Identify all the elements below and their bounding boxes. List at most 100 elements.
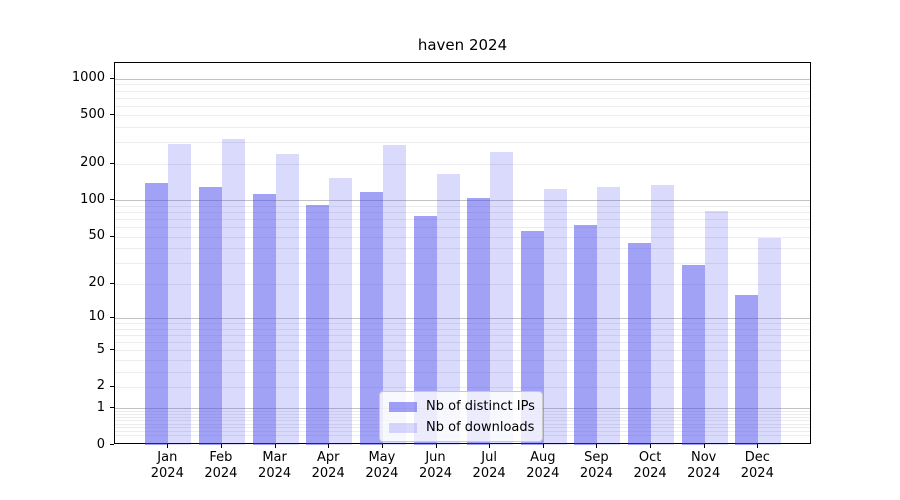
bar-feb-ips (198, 187, 222, 445)
bar-apr-ips (306, 205, 330, 445)
legend-label-distinct-ips: Nb of distinct IPs (426, 399, 535, 414)
bar-sep-downloads (597, 187, 621, 445)
minor-gridline (115, 350, 810, 351)
minor-gridline (115, 115, 810, 117)
x-tick-month: Nov (691, 450, 717, 465)
y-tick-label: 5 (96, 341, 105, 357)
legend-item-downloads: Nb of downloads (389, 420, 535, 435)
y-axis-tick (110, 282, 114, 284)
y-axis-tick (110, 407, 114, 409)
x-tick-year: 2024 (579, 466, 613, 481)
x-tick-month: Apr (316, 450, 340, 465)
x-tick-year: 2024 (472, 466, 506, 481)
y-tick-label: 200 (80, 155, 105, 171)
legend-item-distinct-ips: Nb of distinct IPs (389, 399, 535, 414)
x-tick-year: 2024 (418, 466, 453, 481)
x-tick-month: Jul (481, 450, 497, 465)
minor-gridline (115, 328, 810, 330)
x-tick-month: Mar (262, 450, 287, 465)
x-tick-month: Dec (744, 450, 770, 465)
minor-gridline (115, 236, 810, 238)
legend-label-downloads: Nb of downloads (426, 420, 535, 435)
x-tick-year: 2024 (365, 466, 399, 481)
x-tick-month: May (368, 450, 396, 465)
y-tick-label: 500 (80, 106, 105, 122)
x-tick-label: Oct 2024 (622, 450, 678, 482)
x-tick-year: 2024 (633, 466, 667, 481)
minor-gridline (115, 371, 810, 373)
major-gridline (115, 200, 810, 202)
y-tick-label: 0 (96, 436, 105, 452)
minor-gridline (115, 322, 810, 324)
minor-gridline (115, 105, 810, 107)
x-axis-tick (703, 444, 705, 448)
major-gridline (115, 317, 810, 319)
plot-area (114, 62, 811, 445)
y-tick-label: 2 (96, 378, 105, 394)
bar-may-downloads (382, 145, 406, 445)
x-tick-label: Jun 2024 (408, 450, 464, 482)
y-axis-tick (110, 162, 114, 164)
bar-mar-ips (252, 194, 276, 445)
x-axis-tick (596, 444, 598, 448)
x-tick-year: 2024 (740, 466, 774, 481)
x-tick-label: Mar 2024 (247, 450, 303, 482)
bar-dec-ips (735, 294, 759, 445)
bar-nov-ips (681, 264, 705, 445)
y-axis-tick (110, 77, 114, 79)
bar-nov-downloads (704, 211, 728, 445)
minor-gridline (115, 227, 810, 228)
bar-oct-downloads (651, 185, 675, 445)
bar-jul-ips (467, 198, 491, 445)
bar-apr-downloads (329, 177, 353, 445)
legend-swatch-distinct-ips (389, 401, 417, 412)
minor-gridline (115, 97, 810, 99)
x-tick-year: 2024 (687, 466, 721, 481)
minor-gridline (115, 359, 810, 361)
bar-jan-downloads (168, 144, 192, 445)
x-tick-month: Jan (157, 450, 178, 465)
y-axis-tick (110, 114, 114, 116)
x-tick-year: 2024 (150, 466, 184, 481)
y-axis-tick (110, 385, 114, 387)
x-tick-label: Apr 2024 (300, 450, 356, 482)
x-tick-month: Feb (209, 450, 233, 465)
minor-gridline (115, 248, 810, 250)
x-tick-month: Sep (584, 450, 609, 465)
y-axis-tick (110, 199, 114, 201)
bar-dec-downloads (758, 237, 782, 445)
minor-gridline (115, 205, 810, 207)
x-axis-tick (435, 444, 437, 448)
x-axis-tick (220, 444, 222, 448)
bar-sep-ips (574, 224, 598, 445)
y-tick-label: 10 (88, 309, 105, 325)
x-axis-tick (650, 444, 652, 448)
minor-gridline (115, 84, 810, 86)
minor-gridline (115, 262, 810, 264)
x-tick-label: Nov 2024 (676, 450, 732, 482)
bar-jun-downloads (436, 174, 460, 445)
bar-oct-ips (628, 243, 652, 445)
x-tick-label: Jan 2024 (139, 450, 195, 482)
bar-feb-downloads (221, 138, 245, 445)
minor-gridline (115, 334, 810, 336)
bar-jun-ips (413, 216, 437, 445)
chart-title: haven 2024 (417, 36, 508, 54)
bar-mar-downloads (275, 154, 299, 445)
x-tick-label: Sep 2024 (568, 450, 624, 482)
y-tick-label: 1000 (71, 70, 105, 86)
y-tick-label: 100 (80, 191, 105, 207)
minor-gridline (115, 283, 810, 285)
bar-may-ips (359, 191, 383, 445)
x-axis-tick (381, 444, 383, 448)
minor-gridline (115, 386, 810, 388)
x-tick-label: Dec 2024 (729, 450, 785, 482)
x-tick-year: 2024 (258, 466, 292, 481)
minor-gridline (115, 163, 810, 165)
y-axis-tick (110, 235, 114, 237)
x-axis-tick (542, 444, 544, 448)
x-tick-month: Aug (530, 450, 556, 465)
y-tick-label: 1 (96, 399, 105, 415)
x-axis-tick (328, 444, 330, 448)
